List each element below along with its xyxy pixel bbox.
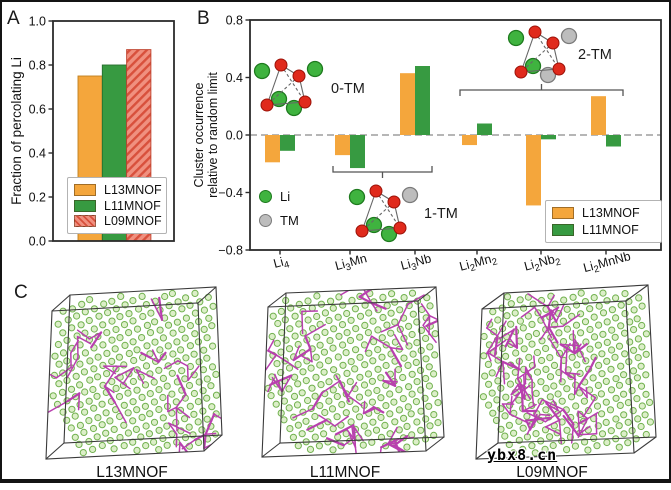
cluster-label-1tm: 1-TM <box>424 206 458 222</box>
tm-network <box>485 293 599 445</box>
legend-label: L11MNOF <box>104 198 161 213</box>
atom-legend-label: Li <box>280 189 291 204</box>
legend-item-l13mnof: L13MNOF <box>74 182 162 197</box>
structure-l13mnof <box>45 286 223 460</box>
orange-swatch-icon <box>74 183 96 196</box>
tm-atom-icon <box>259 214 272 227</box>
bar-L11MNOF-Li2Nb2 <box>541 135 556 140</box>
structure-label-l09mnof: L09MNOF <box>516 464 588 481</box>
li-atom-lattice <box>264 289 442 454</box>
bar-L13MNOF-Li3Mn <box>335 135 350 156</box>
li-atom-icon <box>259 190 272 203</box>
panel-a-letter: A <box>7 8 20 29</box>
bracket-2-TM <box>459 84 624 96</box>
svg-text:0.4: 0.4 <box>226 71 243 85</box>
legend-item-l11mnof: L11MNOF <box>552 223 655 237</box>
green-swatch-icon <box>552 223 574 236</box>
x-tick-label-Li3Mn: Li3Mn <box>334 251 370 276</box>
structure-l09mnof <box>475 284 657 460</box>
structure-label-l11mnof: L11MNOF <box>309 464 381 481</box>
svg-text:−0.8: −0.8 <box>218 243 243 257</box>
legend-item-l13mnof: L13MNOF <box>552 206 655 220</box>
cluster-label-2tm: 2-TM <box>578 47 612 63</box>
cluster-diagram-0-TM <box>253 58 324 117</box>
svg-text:0.0: 0.0 <box>29 234 46 248</box>
supercell-box <box>261 286 445 458</box>
green-swatch-icon <box>74 199 96 212</box>
bar-L11MNOF-Li3Nb <box>415 66 430 135</box>
panel-b-chart: 0.8 0.4 0.0 −0.4 −0.8 Li4 Li3Mn Li3Nb Li2Mn2 Li2N… <box>218 13 662 278</box>
bar-L13MNOF-Li3Nb <box>400 73 415 135</box>
bar-L11MNOF-Li2Mn2 <box>477 123 492 135</box>
cluster-diagram-2-TM <box>507 25 578 84</box>
hatched-swatch-icon <box>74 215 96 228</box>
li-atom-lattice <box>49 289 221 457</box>
legend-label: L13MNOF <box>104 182 162 197</box>
svg-text:0.8: 0.8 <box>226 13 243 27</box>
legend-label: L09MNOF <box>104 214 162 229</box>
panel-a-legend: L13MNOF L11MNOF L09MNOF <box>67 177 167 234</box>
bar-L11MNOF-Li4 <box>280 135 295 151</box>
x-tick-label-Li4: Li4 <box>272 253 291 273</box>
bracket-1-TM <box>332 166 433 178</box>
legend-item-l09mnof: L09MNOF <box>74 214 162 229</box>
bar-L13MNOF-Li2MnNb <box>591 96 606 135</box>
svg-text:1.0: 1.0 <box>29 14 46 28</box>
x-tick-label-Li2Nb2: Li2Nb2 <box>523 251 562 277</box>
svg-text:0.4: 0.4 <box>29 146 46 160</box>
x-tick-label-Li2Mn2: Li2Mn2 <box>458 250 499 276</box>
bar-L13MNOF-Li2Nb2 <box>526 135 541 206</box>
structure-l11mnof <box>261 286 445 458</box>
atom-legend-tm: TM <box>259 213 299 228</box>
supercell-box <box>475 284 657 460</box>
bar-L11MNOF-Li2MnNb <box>606 135 621 147</box>
x-tick-label-Li3Nb: Li3Nb <box>399 251 433 275</box>
cluster-diagram-1-TM <box>348 184 419 243</box>
panel-b-letter: B <box>197 8 210 29</box>
bar-L11MNOF-Li3Mn <box>350 135 365 169</box>
svg-text:−0.4: −0.4 <box>218 186 243 200</box>
tm-network <box>262 287 441 457</box>
bar-L13MNOF-Li2Mn2 <box>462 135 477 146</box>
svg-text:0.6: 0.6 <box>29 102 46 116</box>
panel-b-legend: L13MNOF L11MNOF <box>545 200 662 243</box>
x-tick-label-Li2MnNb: Li2MnNb <box>582 249 633 278</box>
atom-legend-li: Li <box>259 189 299 204</box>
svg-text:0.2: 0.2 <box>29 190 46 204</box>
legend-label: L11MNOF <box>582 222 639 237</box>
orange-swatch-icon <box>552 207 574 220</box>
svg-text:0.8: 0.8 <box>29 58 46 72</box>
svg-text:0.0: 0.0 <box>226 128 243 142</box>
watermark: ybx8.cn <box>487 446 558 464</box>
cluster-label-0tm: 0-TM <box>331 81 365 97</box>
tm-network <box>46 296 222 459</box>
panel-c-letter: C <box>14 282 28 303</box>
legend-label: L13MNOF <box>582 206 640 221</box>
bar-L13MNOF-Li4 <box>265 135 280 163</box>
supercell-box <box>45 286 223 460</box>
structure-label-l13mnof: L13MNOF <box>96 464 168 481</box>
atom-legend-label: TM <box>280 213 299 228</box>
legend-item-l11mnof: L11MNOF <box>74 198 161 213</box>
atom-legend: Li TM <box>259 189 299 228</box>
